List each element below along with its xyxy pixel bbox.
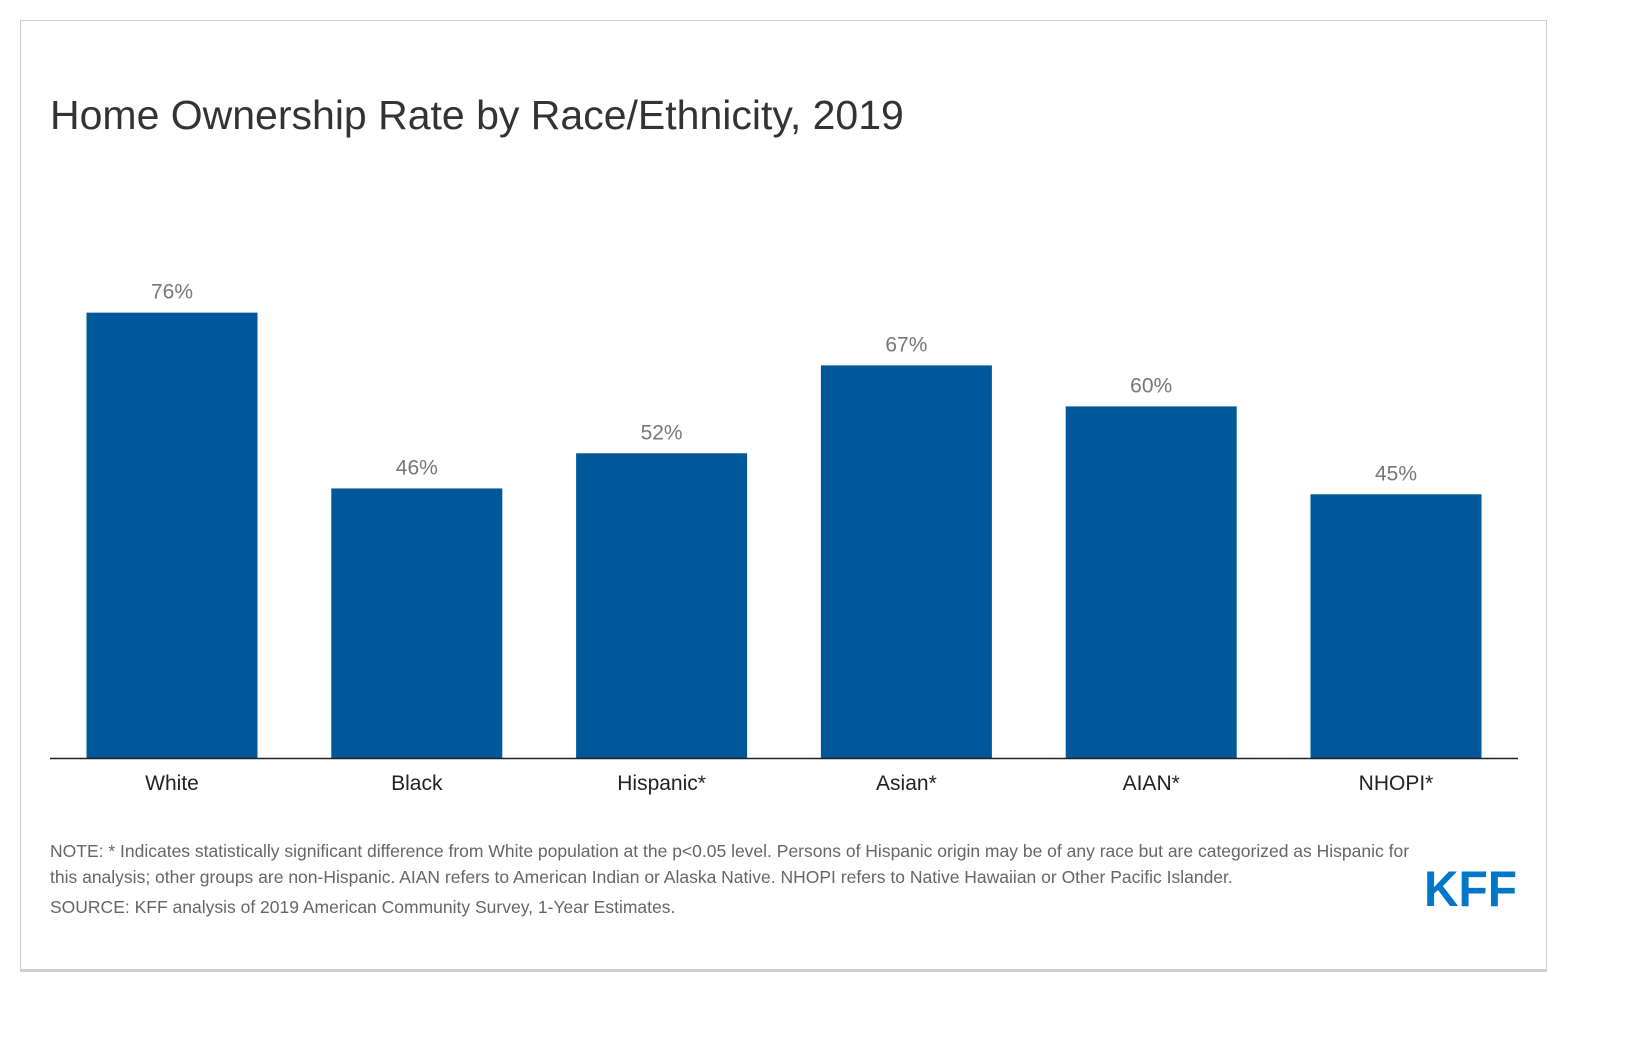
data-label: 46% <box>396 456 438 479</box>
data-label: 52% <box>641 421 683 444</box>
x-tick-label: Black <box>391 772 443 795</box>
bar-0 <box>86 312 258 758</box>
data-label: 76% <box>151 281 193 304</box>
source-text: SOURCE: KFF analysis of 2019 American Co… <box>50 897 676 917</box>
data-label: 60% <box>1130 374 1172 397</box>
x-tick-label: Asian* <box>876 772 937 795</box>
chart-frame <box>20 20 1547 972</box>
svg-text:KFF: KFF <box>1424 866 1517 908</box>
notes: NOTE: * Indicates statistically signific… <box>50 838 1410 920</box>
kff-logo: KFF <box>1424 866 1517 908</box>
bar-1 <box>331 488 503 758</box>
x-tick-label: White <box>145 772 199 795</box>
chart-title: Home Ownership Rate by Race/Ethnicity, 2… <box>50 92 904 138</box>
x-tick-label: Hispanic* <box>617 772 706 795</box>
data-label: 45% <box>1375 462 1417 485</box>
bar-3 <box>820 365 992 758</box>
x-tick-label: AIAN* <box>1123 772 1180 795</box>
note-text: NOTE: * Indicates statistically signific… <box>50 841 1410 887</box>
bar-5 <box>1310 494 1482 758</box>
data-label: 67% <box>885 333 927 356</box>
x-tick-label: NHOPI* <box>1359 772 1434 795</box>
bar-4 <box>1065 406 1237 758</box>
bar-2 <box>576 453 748 758</box>
bar-chart: 76% White 46% Black 52% Hispanic* 67% Asian* 60%… <box>50 281 1518 795</box>
